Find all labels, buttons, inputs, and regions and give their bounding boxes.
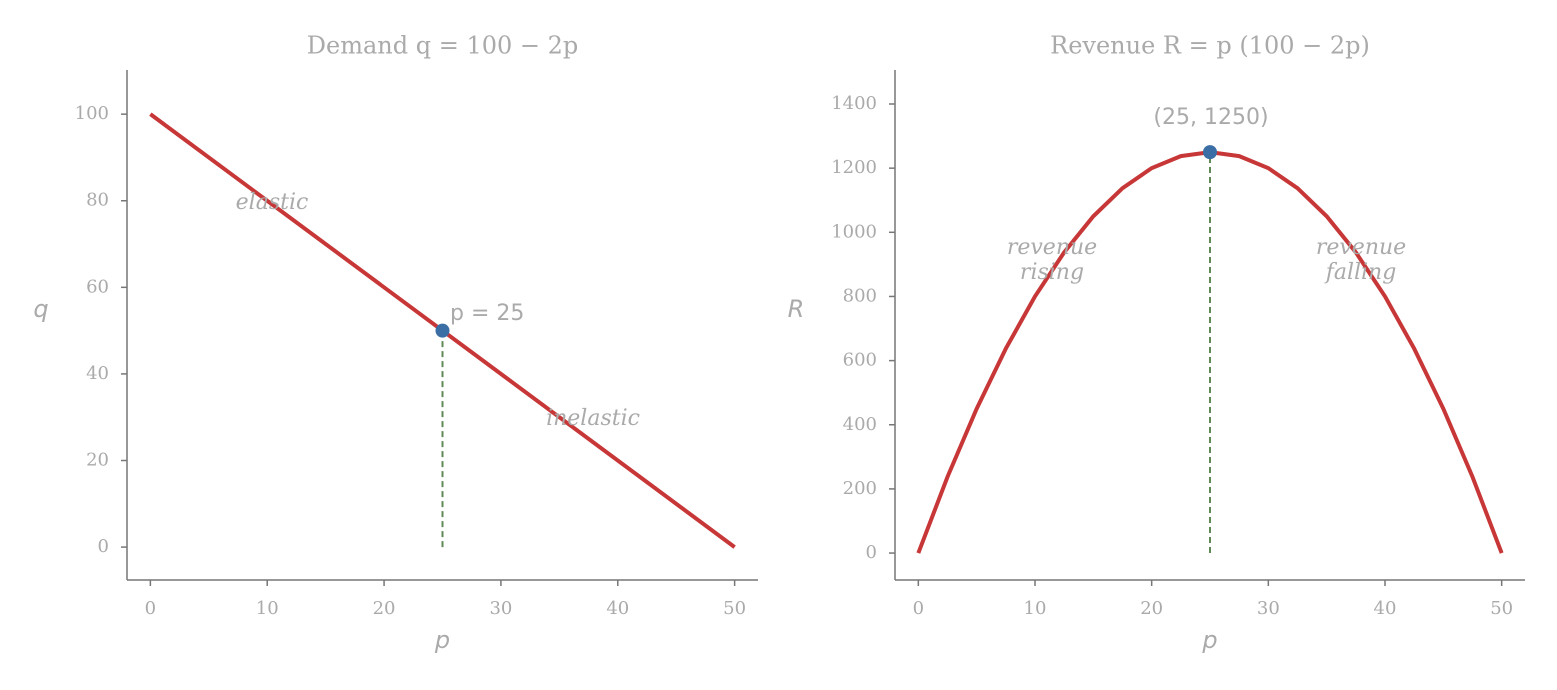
x-tick-label: 10	[256, 598, 279, 619]
y-tick-label: 1400	[831, 93, 877, 114]
annotation: falling	[1324, 260, 1397, 285]
x-tick-label: 0	[145, 598, 156, 619]
y-tick-label: 0	[866, 542, 877, 563]
annotation: (25, 1250)	[1153, 105, 1268, 130]
y-axis-label: R	[788, 295, 805, 323]
highlight-point	[1203, 145, 1217, 160]
annotation: inelastic	[546, 406, 640, 431]
chart-title: Revenue R = p (100 − 2p)	[1050, 32, 1370, 60]
annotation: rising	[1020, 260, 1084, 285]
y-tick-label: 60	[86, 276, 109, 297]
y-axis-label: q	[33, 295, 48, 323]
x-tick-label: 20	[373, 598, 396, 619]
y-tick-label: 40	[86, 363, 109, 384]
x-tick-label: 50	[723, 598, 746, 619]
y-tick-label: 400	[843, 414, 877, 435]
x-tick-label: 10	[1024, 598, 1047, 619]
x-tick-label: 30	[1257, 598, 1280, 619]
x-tick-label: 30	[489, 598, 512, 619]
annotation: revenue	[1007, 235, 1097, 260]
y-tick-label: 800	[843, 285, 877, 306]
x-axis-label: p	[434, 626, 450, 654]
y-tick-label: 1000	[831, 221, 877, 242]
x-axis-label: p	[1201, 626, 1217, 654]
y-tick-label: 20	[86, 450, 109, 471]
x-tick-label: 40	[1374, 598, 1397, 619]
x-tick-label: 50	[1490, 598, 1513, 619]
x-tick-label: 0	[913, 598, 924, 619]
y-tick-label: 1200	[831, 157, 877, 178]
x-tick-label: 20	[1140, 598, 1163, 619]
annotation: elastic	[236, 190, 309, 215]
highlight-point	[435, 323, 450, 338]
annotation: p = 25	[450, 301, 524, 326]
y-tick-label: 80	[86, 190, 109, 211]
y-tick-label: 200	[843, 478, 877, 499]
annotation: revenue	[1316, 235, 1406, 260]
x-tick-label: 40	[606, 598, 629, 619]
y-tick-label: 0	[98, 536, 109, 557]
y-tick-label: 600	[843, 350, 877, 371]
y-tick-label: 100	[75, 103, 109, 124]
chart-title: Demand q = 100 − 2p	[307, 32, 579, 60]
